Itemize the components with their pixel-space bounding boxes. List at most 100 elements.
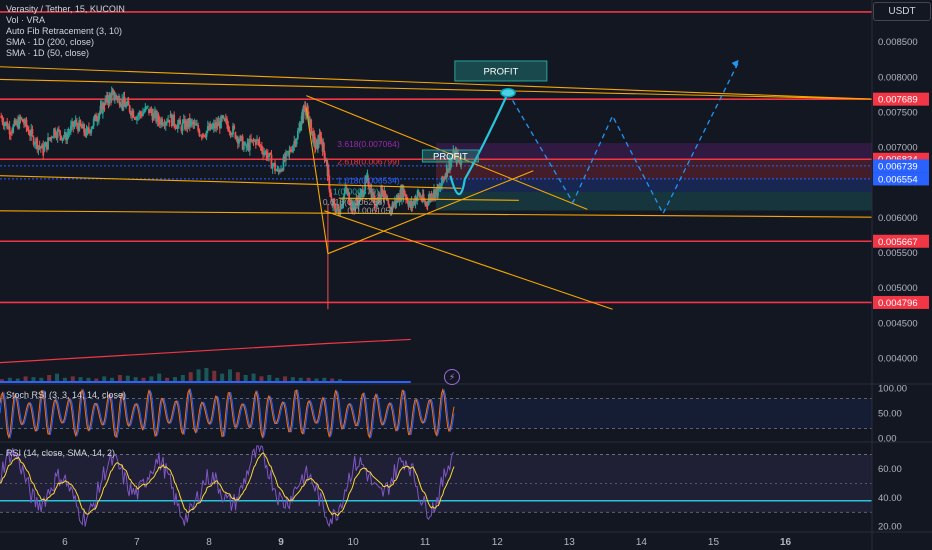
candle-body — [31, 129, 34, 134]
candle-body — [192, 121, 195, 125]
candle-body — [154, 110, 156, 114]
candle-body — [260, 145, 263, 151]
candle-body — [310, 119, 313, 134]
profit-label: PROFIT — [433, 152, 468, 163]
fib-label: 3.618(0.007064) — [337, 139, 400, 149]
currency-button[interactable]: USDT — [873, 2, 931, 21]
candle-body — [152, 113, 155, 121]
candle-body — [93, 114, 96, 119]
candle-body — [51, 136, 54, 139]
candle-body — [264, 151, 267, 153]
rsi-tick-label: 40.00 — [878, 493, 902, 504]
volume-bar — [338, 379, 343, 382]
candle-body — [44, 142, 47, 147]
candle-body — [248, 139, 251, 151]
indicator-sma-200[interactable]: SMA · 1D (200, close) — [6, 37, 95, 47]
candle-body — [23, 122, 25, 125]
time-tick-label: 9 — [278, 537, 284, 548]
indicator-fib[interactable]: Auto Fib Retracement (3, 10) — [6, 26, 123, 36]
candle-body — [19, 116, 22, 120]
candle-body — [188, 118, 191, 126]
candle-body — [343, 193, 346, 197]
candle-body — [118, 96, 120, 98]
candle-body — [179, 119, 182, 125]
candle-body — [166, 121, 168, 123]
candle-body — [328, 175, 331, 190]
projection-path — [507, 61, 740, 216]
stoch-tick-label: 50.00 — [878, 409, 902, 420]
candle-body — [128, 105, 131, 113]
candle-body — [450, 159, 453, 162]
rsi-title[interactable]: RSI (14, close, SMA, 14, 2) — [6, 448, 116, 458]
candle-body — [30, 129, 33, 137]
candle-body — [71, 121, 73, 126]
candle-body — [259, 145, 262, 146]
volume-bar — [330, 378, 335, 382]
candle-body — [431, 197, 434, 200]
candle-body — [310, 131, 313, 134]
candle-body — [199, 135, 202, 137]
candle-body — [162, 124, 165, 126]
candle-body — [60, 135, 63, 140]
candle-body — [180, 126, 183, 131]
volume-bar — [94, 378, 99, 382]
indicator-volume[interactable]: Vol · VRA — [6, 15, 46, 25]
candle-body — [458, 158, 461, 163]
candle-body — [236, 136, 239, 144]
candle-body — [206, 126, 209, 131]
candle-body — [168, 119, 171, 123]
candle-body — [131, 110, 134, 116]
candle-body — [6, 121, 9, 129]
candle-body — [25, 119, 28, 128]
target-path — [449, 92, 510, 196]
indicator-sma-50[interactable]: SMA · 1D (50, close) — [6, 48, 90, 58]
volume-bar — [267, 375, 272, 382]
stoch-line — [0, 388, 455, 440]
candle-body — [333, 200, 335, 203]
stoch-rsi-pane[interactable] — [0, 388, 872, 440]
projection-arrowhead — [731, 59, 739, 68]
candle-body — [442, 178, 445, 180]
candle-body — [0, 115, 3, 118]
symbol-title[interactable]: Verasity / Tether, 15, KUCOIN — [6, 4, 125, 14]
candle-body — [229, 131, 232, 135]
volume-bar — [290, 377, 295, 382]
time-tick-label: 13 — [564, 537, 576, 548]
candle-body — [217, 121, 220, 127]
candle-body — [277, 169, 280, 173]
candle-body — [190, 119, 192, 126]
candle-body — [280, 169, 282, 172]
candle-body — [420, 196, 423, 200]
candle-body — [293, 140, 296, 146]
lightning-icon[interactable]: ⚡ — [444, 369, 460, 385]
candle-body — [170, 114, 173, 127]
stoch-rsi-title[interactable]: Stoch RSI (3, 3, 14, 14, close) — [6, 390, 127, 400]
sma-line — [0, 338, 411, 364]
candle-body — [385, 196, 387, 198]
volume-bar — [314, 378, 319, 382]
price-label-tag — [873, 234, 929, 248]
rsi-tick-label: 60.00 — [878, 464, 902, 475]
candle-body — [244, 142, 246, 145]
candle-body — [327, 169, 330, 176]
candle-body — [437, 185, 439, 196]
candle-body — [80, 125, 83, 129]
candle-body — [174, 125, 177, 128]
candle-body — [245, 146, 248, 148]
candle-body — [388, 204, 391, 208]
candle-body — [61, 137, 64, 140]
candle-body — [283, 156, 286, 161]
candle-body — [175, 127, 178, 129]
candle-body — [307, 111, 310, 118]
rsi-pane[interactable] — [0, 445, 872, 528]
candle-body — [157, 114, 160, 122]
candle-body — [238, 140, 240, 144]
candle-body — [233, 125, 236, 129]
candle-body — [356, 199, 359, 202]
candle-body — [32, 137, 35, 145]
candle-body — [387, 200, 390, 205]
price-pane[interactable]: 3.618(0.007064) 2.618(0.006799) 1.618(0.00… — [0, 11, 873, 383]
trendline — [0, 175, 462, 189]
candle-body — [178, 119, 180, 124]
